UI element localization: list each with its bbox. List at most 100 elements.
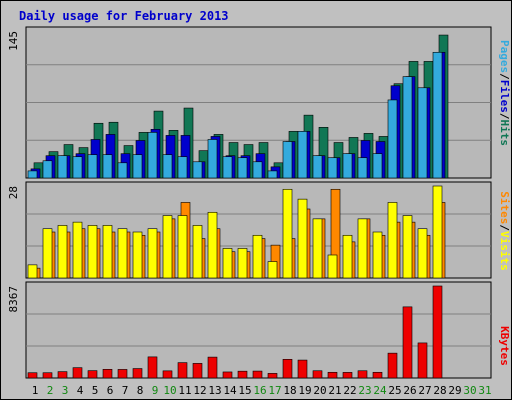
x-tick-day-5: 5 [92, 384, 99, 397]
legend-pages-files-hits: Pages/Files/Hits [498, 40, 511, 146]
x-tick-day-12: 12 [193, 384, 206, 397]
bar-visits-day-9 [147, 228, 158, 279]
page-title: Daily usage for February 2013 [19, 9, 229, 23]
y-max-label: 8367 [7, 286, 20, 313]
bar-visits-day-1 [27, 264, 38, 279]
bar-kbytes-day-23 [357, 370, 368, 379]
bar-visits-day-11 [177, 215, 188, 279]
bar-kbytes-day-10 [162, 370, 173, 379]
bar-kbytes-day-25 [387, 352, 398, 379]
legend-pages-files-hits-part: Pages [498, 40, 511, 73]
bar-kbytes-day-3 [57, 371, 68, 379]
x-tick-day-6: 6 [107, 384, 114, 397]
x-tick-day-20: 20 [313, 384, 326, 397]
bar-pages-day-5 [87, 154, 98, 179]
legend-kbytes-part: KBytes [498, 326, 511, 366]
legend-kbytes: KBytes [498, 326, 511, 366]
legend-pages-files-hits-part: / [498, 73, 511, 80]
bar-visits-day-17 [267, 261, 278, 279]
bar-kbytes-day-2 [42, 372, 53, 379]
bar-visits-day-28 [432, 185, 443, 279]
bar-kbytes-day-1 [27, 372, 38, 379]
bar-pages-day-2 [42, 160, 53, 179]
bar-pages-day-9 [147, 132, 158, 179]
x-tick-day-26: 26 [403, 384, 416, 397]
bar-kbytes-day-20 [312, 370, 323, 379]
bar-kbytes-day-28 [432, 285, 443, 379]
bar-pages-day-26 [402, 76, 413, 179]
x-tick-day-21: 21 [328, 384, 341, 397]
bar-visits-day-14 [222, 248, 233, 279]
bar-kbytes-day-7 [117, 369, 128, 379]
x-tick-day-16: 16 [253, 384, 266, 397]
bar-kbytes-day-12 [192, 363, 203, 379]
x-tick-day-8: 8 [137, 384, 144, 397]
bar-visits-day-4 [72, 221, 83, 279]
legend-pages-files-hits-part: / [498, 113, 511, 120]
x-tick-day-13: 13 [208, 384, 221, 397]
bar-kbytes-day-8 [132, 368, 143, 379]
legend-sites-visits-part: Sites [498, 191, 511, 224]
bar-pages-day-10 [162, 154, 173, 179]
bar-visits-day-18 [282, 188, 293, 279]
x-tick-day-17: 17 [268, 384, 281, 397]
bar-pages-day-27 [417, 87, 428, 179]
panel-kbytes [25, 281, 492, 379]
bar-pages-day-7 [117, 162, 128, 179]
bar-pages-day-23 [357, 157, 368, 179]
bar-pages-day-1 [27, 170, 38, 179]
bar-kbytes-day-27 [417, 342, 428, 379]
bar-kbytes-day-9 [147, 356, 158, 379]
bar-visits-day-25 [387, 202, 398, 279]
x-tick-day-2: 2 [47, 384, 54, 397]
bar-visits-day-16 [252, 234, 263, 279]
bar-pages-day-18 [282, 141, 293, 179]
x-tick-day-11: 11 [178, 384, 191, 397]
bar-pages-day-8 [132, 154, 143, 179]
x-tick-day-29: 29 [448, 384, 461, 397]
legend-pages-files-hits-part: Files [498, 80, 511, 113]
bar-kbytes-day-18 [282, 359, 293, 379]
bar-pages-day-20 [312, 155, 323, 179]
bar-visits-day-8 [132, 231, 143, 279]
bar-pages-day-14 [222, 156, 233, 179]
bar-pages-day-16 [252, 161, 263, 179]
bar-visits-day-2 [42, 228, 53, 279]
bar-kbytes-day-24 [372, 371, 383, 379]
bar-pages-day-15 [237, 157, 248, 179]
x-tick-day-14: 14 [223, 384, 237, 397]
x-tick-day-10: 10 [163, 384, 176, 397]
bar-pages-day-17 [267, 170, 278, 179]
bar-visits-day-3 [57, 225, 68, 279]
bar-visits-day-7 [117, 228, 128, 279]
bar-pages-day-4 [72, 156, 83, 179]
x-tick-day-1: 1 [32, 384, 39, 397]
bar-visits-day-5 [87, 225, 98, 279]
bar-pages-day-25 [387, 99, 398, 179]
bar-visits-day-15 [237, 248, 248, 279]
legend-sites-visits-part: Visits [498, 231, 511, 271]
bar-visits-day-21 [327, 254, 338, 279]
bar-visits-day-12 [192, 225, 203, 279]
bar-kbytes-day-26 [402, 306, 413, 379]
x-tick-day-7: 7 [122, 384, 129, 397]
bar-kbytes-day-15 [237, 370, 248, 379]
x-tick-day-28: 28 [433, 384, 446, 397]
legend-pages-files-hits-part: Hits [498, 120, 511, 147]
bar-kbytes-day-16 [252, 370, 263, 379]
bar-pages-day-12 [192, 161, 203, 179]
bar-kbytes-day-4 [72, 367, 83, 379]
x-tick-day-19: 19 [298, 384, 311, 397]
x-tick-day-3: 3 [62, 384, 69, 397]
bar-kbytes-day-13 [207, 356, 218, 379]
y-max-label: 145 [7, 31, 20, 51]
legend-sites-visits-part: / [498, 224, 511, 231]
x-tick-day-23: 23 [358, 384, 371, 397]
x-tick-day-9: 9 [152, 384, 159, 397]
bar-kbytes-day-14 [222, 371, 233, 379]
bar-pages-day-21 [327, 157, 338, 179]
bar-pages-day-6 [102, 154, 113, 179]
x-tick-day-18: 18 [283, 384, 296, 397]
